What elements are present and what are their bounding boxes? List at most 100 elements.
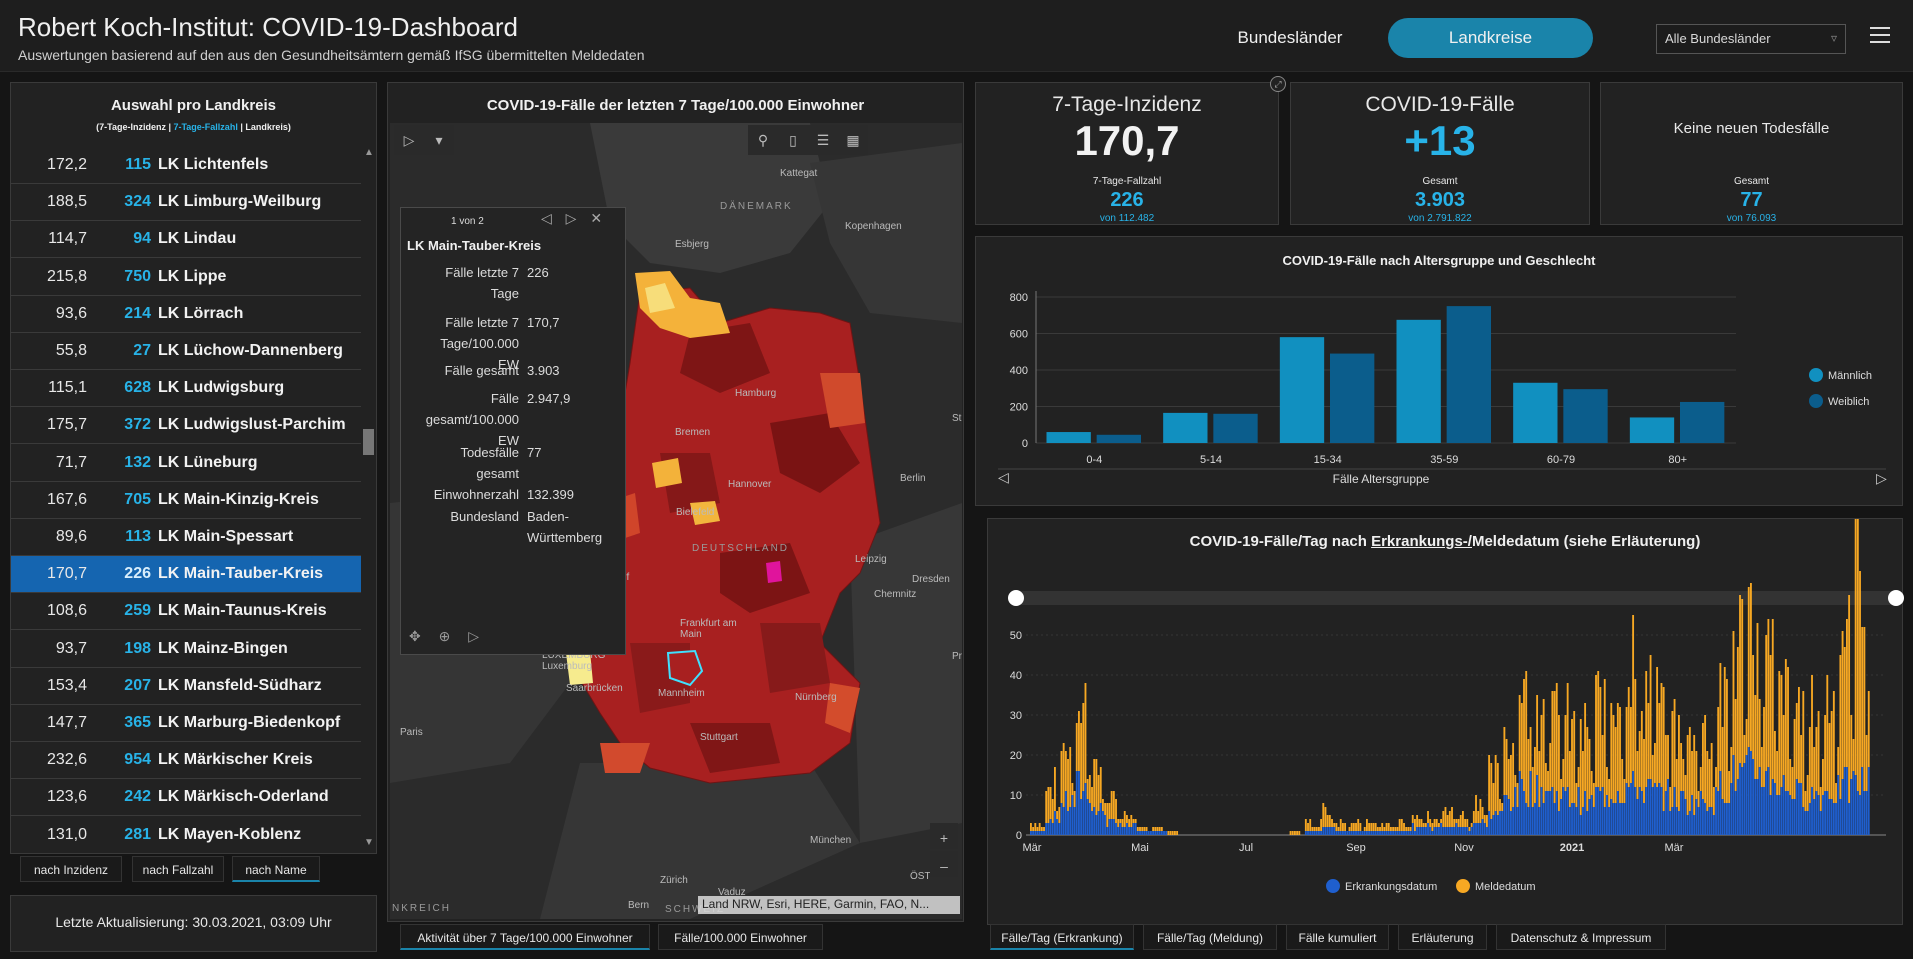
landkreis-row[interactable]: 215,8 750 LK Lippe xyxy=(11,259,361,296)
age-bar-weiblich[interactable] xyxy=(1213,413,1258,443)
search-icon[interactable]: ⚲ xyxy=(748,125,778,155)
range-slider-track[interactable] xyxy=(1016,591,1896,605)
daily-bar-melde xyxy=(1405,827,1408,831)
daily-bar-melde xyxy=(1712,787,1715,815)
landkreis-row[interactable]: 175,7 372 LK Ludwigslust-Parchim xyxy=(11,407,361,445)
landkreis-row[interactable]: 131,0 281 LK Mayen-Koblenz xyxy=(11,817,361,853)
pan-icon[interactable]: ✥ xyxy=(409,628,421,644)
age-bar-männlich[interactable] xyxy=(1163,412,1208,443)
landkreis-row[interactable]: 123,6 242 LK Märkisch-Oderland xyxy=(11,779,361,817)
last-update-box: Letzte Aktualisierung: 30.03.2021, 03:09… xyxy=(10,895,377,952)
age-bar-männlich[interactable] xyxy=(1046,432,1091,443)
landkreis-row[interactable]: 93,6 214 LK Lörrach xyxy=(11,296,361,333)
age-bar-weiblich[interactable] xyxy=(1330,353,1375,443)
daily-bar-melde xyxy=(1865,735,1868,791)
daily-bar-erkrankung xyxy=(1359,831,1362,835)
x-tick-label: 35-59 xyxy=(1430,454,1458,466)
age-bar-männlich[interactable] xyxy=(1396,319,1441,443)
list-scrollbar[interactable]: ▲ ▼ xyxy=(361,147,376,853)
age-bar-weiblich[interactable] xyxy=(1446,306,1491,443)
nav-landkreise-button[interactable]: Landkreise xyxy=(1388,18,1593,58)
row-case-count: 115 xyxy=(125,156,151,173)
expand-icon[interactable]: ⤢ xyxy=(1270,76,1286,92)
bookmark-icon[interactable]: ▯ xyxy=(778,125,808,155)
scroll-up-icon[interactable]: ▲ xyxy=(364,147,374,158)
dropdown-chevron-icon[interactable]: ▾ xyxy=(424,125,454,155)
daily-bar-melde xyxy=(1102,799,1104,811)
list-sub-fallzahl: 7-Tage-Fallzahl xyxy=(173,122,238,132)
landkreis-row[interactable]: 114,7 94 LK Lindau xyxy=(11,221,361,259)
landkreis-row[interactable]: 147,7 365 LK Marburg-Biedenkopf xyxy=(11,705,361,742)
daily-bar-melde xyxy=(1813,747,1816,799)
chart-tab[interactable]: Fälle/Tag (Meldung) xyxy=(1143,924,1277,950)
chart-tab[interactable]: Erläuterung xyxy=(1398,924,1487,950)
age-bar-männlich[interactable] xyxy=(1629,417,1675,443)
zoom-to-icon[interactable]: ⊕ xyxy=(438,628,451,644)
daily-bar-erkrankung xyxy=(1361,831,1364,835)
landkreis-row[interactable]: 232,6 954 LK Märkischer Kreis xyxy=(11,742,361,780)
sort-tab[interactable]: nach Name xyxy=(232,856,320,882)
next-icon[interactable]: ▷ xyxy=(565,210,577,226)
age-bar-männlich[interactable] xyxy=(1279,337,1325,443)
map-view[interactable]: ▷ ▾ ⚲ ▯ ☰ ▦ DÄNEMARK Kattegat Kopenhagen Es… xyxy=(390,123,962,919)
close-icon[interactable]: ✕ xyxy=(590,210,603,226)
nav-bundeslaender-button[interactable]: Bundesländer xyxy=(1237,28,1343,47)
age-bar-weiblich[interactable] xyxy=(1096,434,1141,443)
scroll-left-icon[interactable]: ◁ xyxy=(998,470,1009,486)
popup-field-value: 132.399 xyxy=(527,487,574,502)
landkreis-row[interactable]: 89,6 113 LK Main-Spessart xyxy=(11,519,361,556)
select-feature-icon[interactable]: ▷ xyxy=(468,628,480,644)
landkreis-row[interactable]: 167,6 705 LK Main-Kinzig-Kreis xyxy=(11,482,361,519)
sort-tab[interactable]: nach Inzidenz xyxy=(20,856,122,882)
daily-bar-melde xyxy=(1056,811,1059,819)
landkreis-row[interactable]: 93,7 198 LK Mainz-Bingen xyxy=(11,631,361,668)
daily-bar-melde xyxy=(1357,819,1360,831)
landkreis-row[interactable]: 71,7 132 LK Lüneburg xyxy=(11,445,361,482)
previous-icon[interactable]: ◁ xyxy=(541,210,552,226)
daily-bar-melde xyxy=(1309,819,1312,831)
daily-bar-melde xyxy=(1616,703,1619,791)
daily-bar-erkrankung xyxy=(1352,831,1355,835)
chart-tab[interactable]: Fälle kumuliert xyxy=(1286,924,1389,950)
landkreis-row[interactable]: 115,1 628 LK Ludwigsburg xyxy=(11,370,361,408)
landkreis-row[interactable]: 153,4 207 LK Mansfeld-Südharz xyxy=(11,668,361,705)
select-tool-icon[interactable]: ▷ xyxy=(394,125,424,155)
row-district-name: LK Ludwigsburg xyxy=(158,379,285,397)
landkreis-list[interactable]: 172,2 115 LK Lichtenfels 188,5 324 LK Limburg… xyxy=(11,147,361,853)
legend-list-icon[interactable]: ☰ xyxy=(808,125,838,155)
age-bar-weiblich[interactable] xyxy=(1680,401,1725,443)
daily-bar-erkrankung xyxy=(1342,831,1344,835)
age-bar-weiblich[interactable] xyxy=(1563,389,1608,443)
kpi-incidence-card: 7-Tage-Inzidenz 170,7 7-Tage-Fallzahl 22… xyxy=(975,82,1279,225)
landkreis-row[interactable]: 170,7 226 LK Main-Tauber-Kreis xyxy=(11,556,361,594)
daily-title-link[interactable]: Erkrankungs-/ xyxy=(1371,533,1472,550)
map-tab[interactable]: Aktivität über 7 Tage/100.000 Einwohner xyxy=(400,924,650,950)
map-place-label: SCHWEIZ xyxy=(665,904,726,915)
landkreis-row[interactable]: 55,8 27 LK Lüchow-Dannenberg xyxy=(11,333,361,370)
daily-bar-erkrankung xyxy=(1136,831,1139,835)
chart-tab[interactable]: Datenschutz & Impressum xyxy=(1496,924,1666,950)
chart-tab[interactable]: Fälle/Tag (Erkrankung) xyxy=(990,924,1134,950)
daily-bar-erkrankung xyxy=(1793,799,1796,835)
landkreis-row[interactable]: 188,5 324 LK Limburg-Weilburg xyxy=(11,184,361,222)
daily-bar-melde xyxy=(1721,727,1724,799)
scroll-right-icon[interactable]: ▷ xyxy=(1876,471,1887,487)
zoom-in-button[interactable]: + xyxy=(930,823,958,849)
zoom-out-button[interactable]: – xyxy=(930,851,958,877)
daily-bar-erkrankung xyxy=(1047,823,1050,835)
scroll-down-icon[interactable]: ▼ xyxy=(364,837,374,848)
region-select[interactable]: Alle Bundesländer ▿ xyxy=(1656,24,1846,54)
sort-tab[interactable]: nach Fallzahl xyxy=(132,856,224,882)
basemap-grid-icon[interactable]: ▦ xyxy=(838,125,868,155)
range-slider-handle-end[interactable] xyxy=(1888,590,1904,606)
hamburger-menu-icon[interactable] xyxy=(1870,27,1890,45)
age-bar-männlich[interactable] xyxy=(1513,382,1558,443)
scroll-thumb[interactable] xyxy=(363,429,374,455)
feature-popup[interactable]: 1 von 2 ◁ ▷ ✕ LK Main-Tauber-Kreis Fälle… xyxy=(400,207,626,655)
landkreis-row[interactable]: 108,6 259 LK Main-Taunus-Kreis xyxy=(11,593,361,631)
daily-bar-melde xyxy=(1523,679,1525,791)
daily-bar-erkrankung xyxy=(1424,827,1427,835)
range-slider-handle-start[interactable] xyxy=(1008,590,1024,606)
map-tab[interactable]: Fälle/100.000 Einwohner xyxy=(658,924,823,950)
landkreis-row[interactable]: 172,2 115 LK Lichtenfels xyxy=(11,147,361,184)
